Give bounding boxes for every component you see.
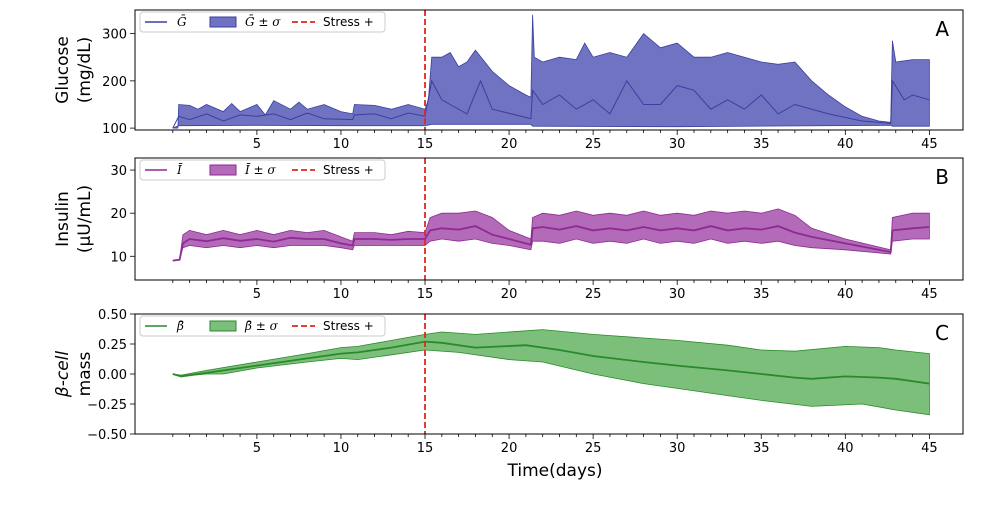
x-tick-label: 30 bbox=[669, 137, 686, 152]
y-tick-label: −0.25 bbox=[87, 398, 127, 413]
legend-band-swatch bbox=[209, 164, 237, 176]
x-tick-label: 5 bbox=[253, 287, 261, 302]
y-tick-label: 0.00 bbox=[98, 368, 127, 383]
legend-box bbox=[139, 159, 386, 181]
mean-line bbox=[172, 79, 930, 129]
y-axis-label-line1: Insulin bbox=[53, 191, 73, 247]
sigma-band bbox=[172, 208, 930, 261]
x-tick-label: 15 bbox=[417, 287, 434, 302]
x-tick-label: 30 bbox=[669, 441, 686, 456]
legend-stress-label: Stress + bbox=[323, 163, 374, 177]
x-tick-label: 25 bbox=[585, 137, 602, 152]
y-axis-label-line2: (mg/dL) bbox=[75, 37, 95, 104]
panel-label: B bbox=[935, 165, 949, 189]
x-tick-label: 35 bbox=[753, 441, 770, 456]
legend-mean-label: Ḡ bbox=[177, 14, 187, 29]
axes-frame bbox=[134, 9, 964, 131]
x-axis-label: Time(days) bbox=[507, 461, 603, 481]
y-axis-label-line2: (μU/mL) bbox=[75, 185, 95, 253]
legend-box bbox=[139, 315, 386, 337]
x-tick-label: 40 bbox=[837, 137, 854, 152]
y-axis-label-line2: mass bbox=[75, 352, 95, 397]
legend: Ī Ī ± σ Stress + bbox=[139, 159, 386, 181]
mean-line bbox=[172, 225, 930, 262]
y-tick-label: −0.50 bbox=[87, 428, 127, 443]
x-tick-label: 15 bbox=[417, 441, 434, 456]
x-tick-label: 10 bbox=[333, 441, 350, 456]
y-tick-label: 200 bbox=[102, 75, 127, 90]
legend-band-label: β̄ ± σ bbox=[244, 319, 279, 333]
legend-mean-label: β̄ bbox=[176, 319, 184, 333]
x-tick-label: 10 bbox=[333, 137, 350, 152]
panel-a: 5 10 15 20 25 30 35 40 45 100 200 300 Glucose (mg/dL)… bbox=[53, 9, 964, 152]
axes-frame bbox=[134, 157, 964, 281]
x-tick-label: 20 bbox=[501, 441, 518, 456]
legend-stress-label: Stress + bbox=[323, 15, 374, 29]
panel-c: 5 10 15 20 25 30 35 40 45 0.50 0.25 0.00 −0.25 −0.50 β… bbox=[53, 308, 964, 456]
x-tick-label: 20 bbox=[501, 137, 518, 152]
legend-box bbox=[139, 11, 386, 33]
legend-band-swatch bbox=[209, 16, 237, 28]
legend: Ḡ Ḡ ± σ Stress + bbox=[139, 11, 386, 33]
legend-band-label: Ḡ ± σ bbox=[245, 14, 281, 29]
y-tick-label: 300 bbox=[102, 28, 127, 43]
y-tick-label: 10 bbox=[110, 250, 127, 265]
x-tick-label: 35 bbox=[753, 287, 770, 302]
legend-stress-label: Stress + bbox=[323, 319, 374, 333]
sigma-band bbox=[172, 14, 930, 129]
y-tick-label: 100 bbox=[102, 122, 127, 137]
panel-label: C bbox=[935, 321, 949, 345]
y-axis-label-line1: β-cell bbox=[53, 351, 73, 399]
x-tick-label: 30 bbox=[669, 287, 686, 302]
panel-label: A bbox=[935, 17, 949, 41]
x-tick-label: 45 bbox=[921, 441, 938, 456]
y-tick-label: 20 bbox=[110, 207, 127, 222]
x-tick-label: 25 bbox=[585, 287, 602, 302]
legend: β̄ β̄ ± σ Stress + bbox=[139, 315, 386, 337]
x-tick-label: 45 bbox=[921, 137, 938, 152]
mean-line bbox=[172, 340, 930, 385]
x-tick-label: 5 bbox=[253, 137, 261, 152]
legend-mean-label: Ī bbox=[176, 162, 183, 177]
legend-band-label: Ī ± σ bbox=[244, 162, 276, 177]
x-tick-label: 35 bbox=[753, 137, 770, 152]
x-tick-label: 5 bbox=[253, 441, 261, 456]
y-tick-label: 0.50 bbox=[98, 308, 127, 323]
x-tick-label: 40 bbox=[837, 441, 854, 456]
legend-band-swatch bbox=[209, 320, 237, 332]
y-tick-label: 0.25 bbox=[98, 338, 127, 353]
x-tick-label: 15 bbox=[417, 137, 434, 152]
x-tick-label: 25 bbox=[585, 441, 602, 456]
x-tick-label: 40 bbox=[837, 287, 854, 302]
x-tick-label: 10 bbox=[333, 287, 350, 302]
sigma-band bbox=[172, 329, 930, 416]
y-axis-label-line1: Glucose bbox=[53, 36, 73, 104]
x-tick-label: 45 bbox=[921, 287, 938, 302]
y-tick-label: 30 bbox=[110, 164, 127, 179]
x-tick-label: 20 bbox=[501, 287, 518, 302]
